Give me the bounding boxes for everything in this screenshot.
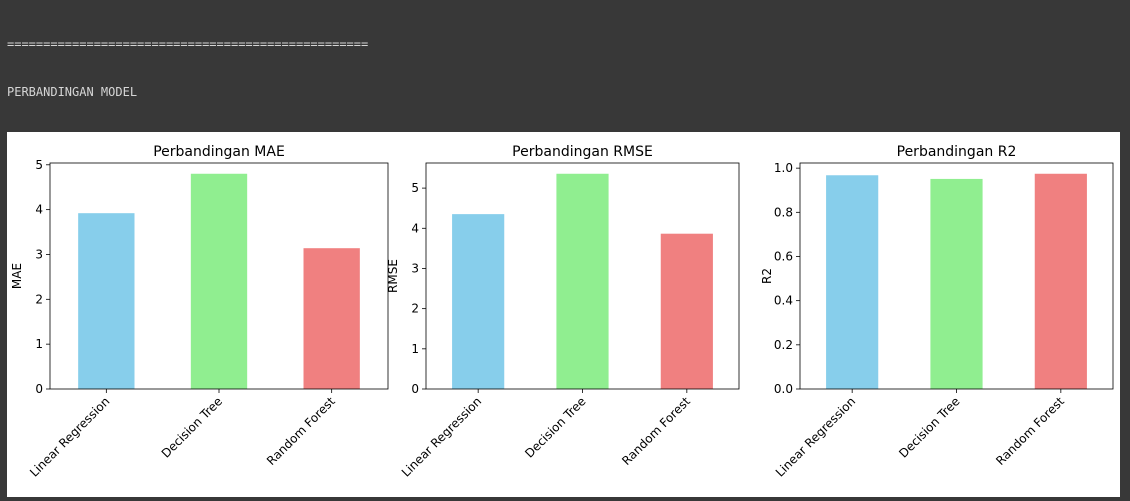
bar bbox=[1034, 173, 1087, 389]
chart-title: Perbandingan RMSE bbox=[512, 144, 653, 160]
y-tick-label: 0.4 bbox=[774, 294, 793, 308]
bar bbox=[303, 248, 360, 389]
y-tick-label: 2 bbox=[35, 292, 43, 306]
y-tick-label: 3 bbox=[411, 261, 419, 275]
y-axis-label: RMSE bbox=[386, 259, 400, 293]
y-tick-label: 0.0 bbox=[774, 382, 793, 396]
chart-title: Perbandingan R2 bbox=[897, 144, 1017, 160]
chart-title: Perbandingan MAE bbox=[153, 144, 285, 160]
y-axis-label: R2 bbox=[760, 268, 774, 284]
bar bbox=[826, 175, 879, 389]
bar bbox=[452, 214, 505, 389]
bar bbox=[556, 173, 609, 389]
y-axis-label: MAE bbox=[10, 263, 24, 289]
heading: PERBANDINGAN MODEL bbox=[7, 85, 138, 99]
axes-frame bbox=[799, 162, 1114, 390]
axes-frame bbox=[425, 162, 740, 390]
bar bbox=[78, 213, 135, 389]
y-tick-label: 1.0 bbox=[774, 161, 793, 175]
y-tick-label: 0 bbox=[35, 382, 43, 396]
bar bbox=[190, 173, 248, 389]
y-tick-label: 4 bbox=[35, 203, 43, 217]
y-tick-label: 5 bbox=[411, 181, 419, 195]
separator: ========================================… bbox=[7, 37, 369, 51]
y-tick-label: 0 bbox=[411, 382, 419, 396]
y-tick-label: 1 bbox=[411, 342, 419, 356]
y-tick-label: 4 bbox=[411, 221, 419, 235]
axes-frame bbox=[49, 162, 389, 390]
bar bbox=[930, 178, 983, 389]
y-tick-label: 0.2 bbox=[774, 338, 793, 352]
y-tick-label: 0.8 bbox=[774, 205, 793, 219]
bar bbox=[660, 233, 713, 389]
y-tick-label: 3 bbox=[35, 247, 43, 261]
y-tick-label: 1 bbox=[35, 337, 43, 351]
y-tick-label: 2 bbox=[411, 302, 419, 316]
y-tick-label: 0.6 bbox=[774, 249, 793, 263]
y-tick-label: 5 bbox=[35, 158, 43, 172]
